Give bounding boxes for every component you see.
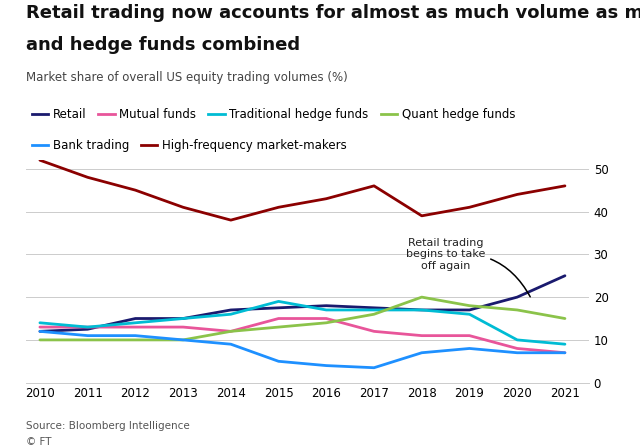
Retail — [36, 329, 44, 334]
Mutual funds — [418, 333, 426, 338]
Retail — [418, 307, 426, 313]
Text: Retail trading
begins to take
off again: Retail trading begins to take off again — [406, 238, 530, 297]
Traditional hedge funds — [370, 307, 378, 313]
Bank trading — [466, 346, 474, 351]
Bank trading — [84, 333, 92, 338]
Line: Traditional hedge funds: Traditional hedge funds — [40, 301, 565, 344]
Text: Market share of overall US equity trading volumes (%): Market share of overall US equity tradin… — [26, 71, 348, 84]
Quant hedge funds — [132, 337, 140, 343]
Mutual funds — [179, 324, 187, 330]
Traditional hedge funds — [227, 312, 235, 317]
Mutual funds — [132, 324, 140, 330]
Mutual funds — [227, 329, 235, 334]
Line: Quant hedge funds: Quant hedge funds — [40, 297, 565, 340]
Quant hedge funds — [36, 337, 44, 343]
Bank trading — [275, 359, 282, 364]
Line: Mutual funds: Mutual funds — [40, 319, 565, 353]
Retail — [132, 316, 140, 321]
Quant hedge funds — [84, 337, 92, 343]
High-frequency market-makers — [370, 183, 378, 189]
Retail — [466, 307, 474, 313]
Quant hedge funds — [466, 303, 474, 308]
High-frequency market-makers — [275, 205, 282, 210]
Traditional hedge funds — [36, 320, 44, 325]
Retail — [561, 273, 569, 279]
High-frequency market-makers — [418, 213, 426, 218]
Mutual funds — [561, 350, 569, 356]
Traditional hedge funds — [513, 337, 521, 343]
Traditional hedge funds — [323, 307, 330, 313]
High-frequency market-makers — [466, 205, 474, 210]
Quant hedge funds — [370, 312, 378, 317]
Traditional hedge funds — [132, 320, 140, 325]
Quant hedge funds — [227, 329, 235, 334]
Mutual funds — [513, 346, 521, 351]
Bank trading — [513, 350, 521, 356]
Quant hedge funds — [418, 295, 426, 300]
Retail — [179, 316, 187, 321]
Line: Bank trading: Bank trading — [40, 332, 565, 368]
High-frequency market-makers — [179, 205, 187, 210]
High-frequency market-makers — [84, 174, 92, 180]
Legend: Bank trading, High-frequency market-makers: Bank trading, High-frequency market-make… — [31, 139, 347, 152]
Text: and hedge funds combined: and hedge funds combined — [26, 36, 300, 53]
Mutual funds — [323, 316, 330, 321]
Quant hedge funds — [179, 337, 187, 343]
Mutual funds — [36, 324, 44, 330]
Mutual funds — [84, 324, 92, 330]
Text: Source: Bloomberg Intelligence: Source: Bloomberg Intelligence — [26, 421, 189, 430]
Traditional hedge funds — [84, 324, 92, 330]
Bank trading — [132, 333, 140, 338]
Retail — [513, 295, 521, 300]
High-frequency market-makers — [36, 158, 44, 163]
Retail — [275, 305, 282, 311]
Line: High-frequency market-makers: High-frequency market-makers — [40, 160, 565, 220]
High-frequency market-makers — [561, 183, 569, 189]
Traditional hedge funds — [275, 299, 282, 304]
Bank trading — [227, 341, 235, 347]
Bank trading — [36, 329, 44, 334]
Quant hedge funds — [513, 307, 521, 313]
Text: © FT: © FT — [26, 437, 51, 445]
Retail — [227, 307, 235, 313]
Retail — [323, 303, 330, 308]
Mutual funds — [370, 329, 378, 334]
Quant hedge funds — [561, 316, 569, 321]
Bank trading — [323, 363, 330, 368]
Quant hedge funds — [275, 324, 282, 330]
Text: Retail trading now accounts for almost as much volume as mutual funds: Retail trading now accounts for almost a… — [26, 4, 640, 22]
Mutual funds — [275, 316, 282, 321]
High-frequency market-makers — [227, 218, 235, 223]
Traditional hedge funds — [418, 307, 426, 313]
Mutual funds — [466, 333, 474, 338]
Line: Retail: Retail — [40, 276, 565, 332]
Quant hedge funds — [323, 320, 330, 325]
Traditional hedge funds — [561, 341, 569, 347]
High-frequency market-makers — [513, 192, 521, 197]
Bank trading — [370, 365, 378, 370]
High-frequency market-makers — [132, 187, 140, 193]
Legend: Retail, Mutual funds, Traditional hedge funds, Quant hedge funds: Retail, Mutual funds, Traditional hedge … — [31, 108, 515, 121]
High-frequency market-makers — [323, 196, 330, 202]
Traditional hedge funds — [466, 312, 474, 317]
Bank trading — [561, 350, 569, 356]
Bank trading — [179, 337, 187, 343]
Retail — [370, 305, 378, 311]
Bank trading — [418, 350, 426, 356]
Retail — [84, 327, 92, 332]
Traditional hedge funds — [179, 316, 187, 321]
